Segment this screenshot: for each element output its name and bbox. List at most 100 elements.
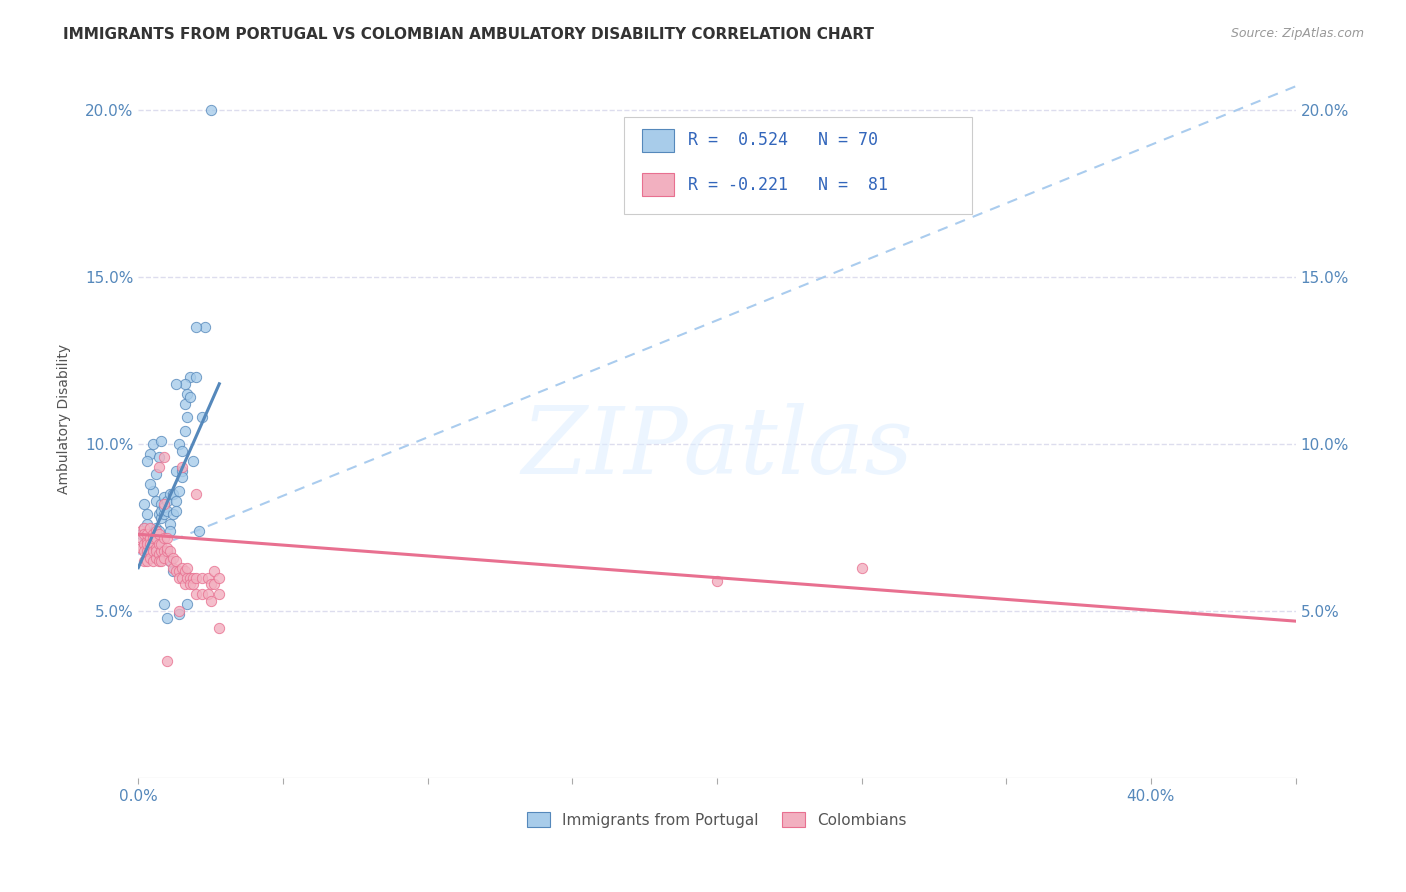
Point [186, 487, 208, 501]
Point [167, 483, 190, 498]
Point [186, 370, 208, 384]
Point [150, 504, 173, 518]
Point [170, 470, 193, 484]
Point [191, 587, 214, 601]
Point [179, 390, 201, 404]
Point [153, 531, 176, 545]
Point [132, 554, 155, 568]
Point [159, 524, 181, 538]
Point [159, 517, 181, 532]
Point [150, 544, 173, 558]
Point [129, 524, 152, 538]
Point [129, 527, 152, 541]
Point [142, 544, 165, 558]
Point [132, 537, 155, 551]
Point [170, 443, 193, 458]
Text: Source: ZipAtlas.com: Source: ZipAtlas.com [1230, 27, 1364, 40]
Point [153, 598, 176, 612]
Point [162, 550, 184, 565]
Point [208, 571, 231, 585]
Point [129, 541, 152, 555]
Bar [641, 173, 673, 196]
Point [139, 527, 162, 541]
Point [202, 577, 225, 591]
Point [167, 604, 190, 618]
Point [197, 587, 219, 601]
Point [162, 560, 184, 574]
Point [173, 577, 195, 591]
Point [142, 544, 165, 558]
Point [194, 320, 217, 334]
Point [167, 564, 190, 578]
Point [170, 464, 193, 478]
Y-axis label: Ambulatory Disability: Ambulatory Disability [58, 343, 72, 494]
Point [139, 531, 162, 545]
Point [145, 544, 167, 558]
Point [148, 550, 170, 565]
Point [139, 550, 162, 565]
Point [150, 510, 173, 524]
Legend: Immigrants from Portugal, Colombians: Immigrants from Portugal, Colombians [520, 804, 914, 835]
Point [208, 587, 231, 601]
Point [179, 571, 201, 585]
Point [176, 387, 198, 401]
Point [851, 560, 873, 574]
Point [132, 520, 155, 534]
Point [145, 531, 167, 545]
Point [176, 410, 198, 425]
Point [156, 493, 179, 508]
Point [167, 571, 190, 585]
Point [139, 537, 162, 551]
Point [129, 531, 152, 545]
Point [136, 554, 159, 568]
Point [191, 410, 214, 425]
Point [139, 447, 162, 461]
Point [142, 531, 165, 545]
Point [136, 453, 159, 467]
Point [142, 537, 165, 551]
Point [156, 531, 179, 545]
Point [148, 537, 170, 551]
Point [167, 607, 190, 622]
Point [148, 547, 170, 561]
Point [153, 500, 176, 515]
Point [148, 554, 170, 568]
Point [159, 544, 181, 558]
Point [132, 497, 155, 511]
Point [136, 517, 159, 532]
Point [179, 370, 201, 384]
Point [139, 520, 162, 534]
Point [136, 524, 159, 538]
Point [153, 507, 176, 521]
Point [136, 544, 159, 558]
Point [153, 450, 176, 465]
Point [145, 550, 167, 565]
Text: ZIPatlas: ZIPatlas [522, 402, 912, 492]
Point [142, 554, 165, 568]
Bar [641, 128, 673, 152]
Point [167, 437, 190, 451]
Point [208, 621, 231, 635]
Point [153, 544, 176, 558]
Point [148, 460, 170, 475]
Point [153, 550, 176, 565]
Point [145, 547, 167, 561]
Point [150, 554, 173, 568]
Text: R =  0.524   N = 70: R = 0.524 N = 70 [688, 131, 877, 149]
Point [170, 560, 193, 574]
Point [159, 554, 181, 568]
Point [142, 437, 165, 451]
Point [142, 537, 165, 551]
Point [145, 541, 167, 555]
Point [139, 477, 162, 491]
Point [148, 507, 170, 521]
Point [156, 544, 179, 558]
Point [165, 493, 187, 508]
Point [173, 424, 195, 438]
Point [186, 320, 208, 334]
Point [132, 520, 155, 534]
Point [139, 544, 162, 558]
Point [162, 564, 184, 578]
Point [173, 397, 195, 411]
Point [153, 497, 176, 511]
